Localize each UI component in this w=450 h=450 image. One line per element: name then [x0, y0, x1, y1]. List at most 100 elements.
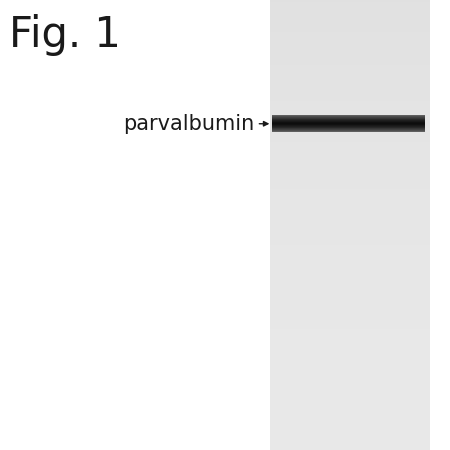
Bar — [270, 242, 430, 245]
Bar — [270, 118, 430, 122]
Bar — [270, 10, 430, 14]
Bar — [270, 256, 430, 259]
Bar — [270, 343, 430, 346]
Bar — [270, 283, 430, 286]
Bar — [270, 150, 430, 153]
Bar — [270, 247, 430, 250]
Bar — [272, 119, 425, 120]
Bar — [270, 82, 430, 86]
Bar — [270, 303, 430, 306]
Bar — [272, 127, 425, 128]
Bar — [270, 15, 430, 18]
Bar — [272, 115, 425, 116]
Bar — [270, 31, 430, 34]
Bar — [270, 373, 430, 376]
Bar — [272, 124, 425, 125]
Bar — [270, 141, 430, 144]
Bar — [270, 60, 430, 63]
Bar — [270, 26, 430, 29]
Bar — [270, 267, 430, 270]
Bar — [270, 433, 430, 436]
Bar — [270, 186, 430, 189]
Bar — [270, 274, 430, 277]
Bar — [270, 265, 430, 268]
Bar — [272, 124, 425, 125]
Bar — [270, 348, 430, 351]
Bar — [272, 128, 425, 129]
Bar — [270, 364, 430, 367]
Bar — [270, 94, 430, 97]
Bar — [270, 85, 430, 88]
Bar — [272, 115, 425, 116]
Bar — [270, 76, 430, 79]
Bar — [270, 58, 430, 61]
Bar — [270, 307, 430, 310]
Bar — [270, 161, 430, 164]
Bar — [270, 80, 430, 83]
Bar — [272, 122, 425, 123]
Bar — [270, 413, 430, 416]
Bar — [270, 438, 430, 441]
Bar — [270, 55, 430, 59]
Bar — [270, 418, 430, 421]
Bar — [270, 312, 430, 315]
Bar — [272, 120, 425, 121]
Bar — [270, 379, 430, 382]
Bar — [270, 112, 430, 115]
Bar — [270, 28, 430, 32]
Bar — [272, 120, 425, 121]
Bar — [270, 37, 430, 40]
Bar — [270, 121, 430, 124]
Bar — [270, 8, 430, 11]
Bar — [270, 100, 430, 104]
Text: Fig. 1: Fig. 1 — [9, 14, 121, 55]
Bar — [270, 276, 430, 279]
Bar — [270, 154, 430, 158]
Bar — [270, 325, 430, 328]
Bar — [270, 143, 430, 146]
Bar — [270, 411, 430, 414]
Bar — [270, 328, 430, 331]
Bar — [270, 35, 430, 38]
Bar — [270, 197, 430, 200]
Bar — [270, 404, 430, 407]
Bar — [270, 51, 430, 54]
Bar — [270, 136, 430, 140]
Bar — [270, 240, 430, 243]
Bar — [270, 103, 430, 106]
Bar — [270, 213, 430, 216]
Bar — [270, 132, 430, 135]
Bar — [270, 269, 430, 272]
Bar — [270, 321, 430, 324]
Bar — [270, 442, 430, 445]
Bar — [270, 220, 430, 223]
Bar — [270, 409, 430, 412]
Bar — [270, 415, 430, 418]
Bar — [270, 170, 430, 173]
Bar — [270, 332, 430, 335]
Bar — [270, 1, 430, 4]
Bar — [270, 296, 430, 299]
Bar — [270, 125, 430, 128]
Bar — [270, 397, 430, 400]
Bar — [272, 129, 425, 130]
Bar — [270, 406, 430, 410]
Bar — [270, 78, 430, 81]
Bar — [270, 330, 430, 333]
Bar — [270, 96, 430, 99]
Bar — [270, 334, 430, 338]
Bar — [270, 278, 430, 281]
Bar — [270, 175, 430, 178]
Bar — [272, 130, 425, 131]
Bar — [270, 231, 430, 234]
Bar — [272, 118, 425, 119]
Bar — [272, 121, 425, 122]
Bar — [270, 323, 430, 326]
Bar — [270, 91, 430, 94]
Bar — [272, 131, 425, 132]
Bar — [270, 226, 430, 230]
Bar — [270, 0, 430, 2]
Bar — [272, 128, 425, 129]
Bar — [270, 202, 430, 205]
Bar — [270, 260, 430, 263]
